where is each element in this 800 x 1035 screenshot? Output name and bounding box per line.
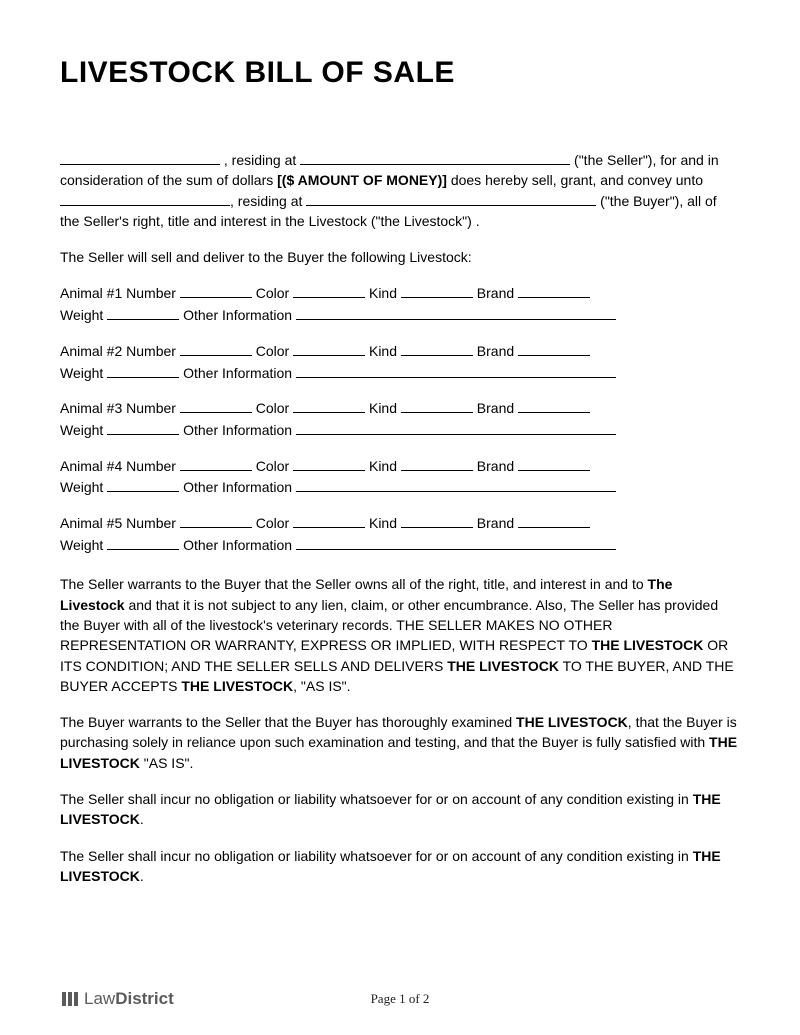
deliver-line: The Seller will sell and deliver to the …	[60, 247, 740, 267]
page-title: LIVESTOCK BILL OF SALE	[60, 56, 740, 90]
animal-line-3a: Animal #3 Number Color Kind Brand	[60, 398, 740, 420]
animal-line-3b: Weight Other Information	[60, 420, 740, 442]
seller-address-blank	[300, 151, 570, 165]
animal-line-1b: Weight Other Information	[60, 305, 740, 327]
animal-line-5a: Animal #5 Number Color Kind Brand	[60, 513, 740, 535]
animal-block-1: Animal #1 Number Color Kind Brand Weight…	[60, 283, 740, 326]
document-body: , residing at ("the Seller"), for and in…	[60, 150, 740, 886]
animal-line-4a: Animal #4 Number Color Kind Brand	[60, 456, 740, 478]
animal-block-4: Animal #4 Number Color Kind Brand Weight…	[60, 456, 740, 499]
brand-text-district: District	[115, 989, 174, 1009]
animal-block-3: Animal #3 Number Color Kind Brand Weight…	[60, 398, 740, 441]
buyer-name-blank	[60, 192, 230, 206]
page-footer: LawDistrict Page 1 of 2	[60, 989, 740, 1009]
animal-line-2b: Weight Other Information	[60, 363, 740, 385]
animal-block-2: Animal #2 Number Color Kind Brand Weight…	[60, 341, 740, 384]
animal-line-2a: Animal #2 Number Color Kind Brand	[60, 341, 740, 363]
document-page: LIVESTOCK BILL OF SALE , residing at ("t…	[0, 0, 800, 1035]
animal-line-5b: Weight Other Information	[60, 535, 740, 557]
brand-text-law: Law	[84, 989, 115, 1009]
buyer-warranty-paragraph: The Buyer warrants to the Seller that th…	[60, 712, 740, 773]
obligation-paragraph-2: The Seller shall incur no obligation or …	[60, 846, 740, 887]
seller-name-blank	[60, 151, 220, 165]
animal-block-5: Animal #5 Number Color Kind Brand Weight…	[60, 513, 740, 556]
buyer-address-blank	[306, 192, 596, 206]
intro-paragraph: , residing at ("the Seller"), for and in…	[60, 150, 740, 231]
obligation-paragraph-1: The Seller shall incur no obligation or …	[60, 789, 740, 830]
amount-placeholder: [($ AMOUNT OF MONEY)]	[277, 172, 447, 188]
seller-warranty-paragraph: The Seller warrants to the Buyer that th…	[60, 574, 740, 696]
animal-line-1a: Animal #1 Number Color Kind Brand	[60, 283, 740, 305]
animal-line-4b: Weight Other Information	[60, 477, 740, 499]
page-number: Page 1 of 2	[371, 991, 430, 1007]
brand-icon	[60, 989, 80, 1009]
brand-logo: LawDistrict	[60, 989, 174, 1009]
